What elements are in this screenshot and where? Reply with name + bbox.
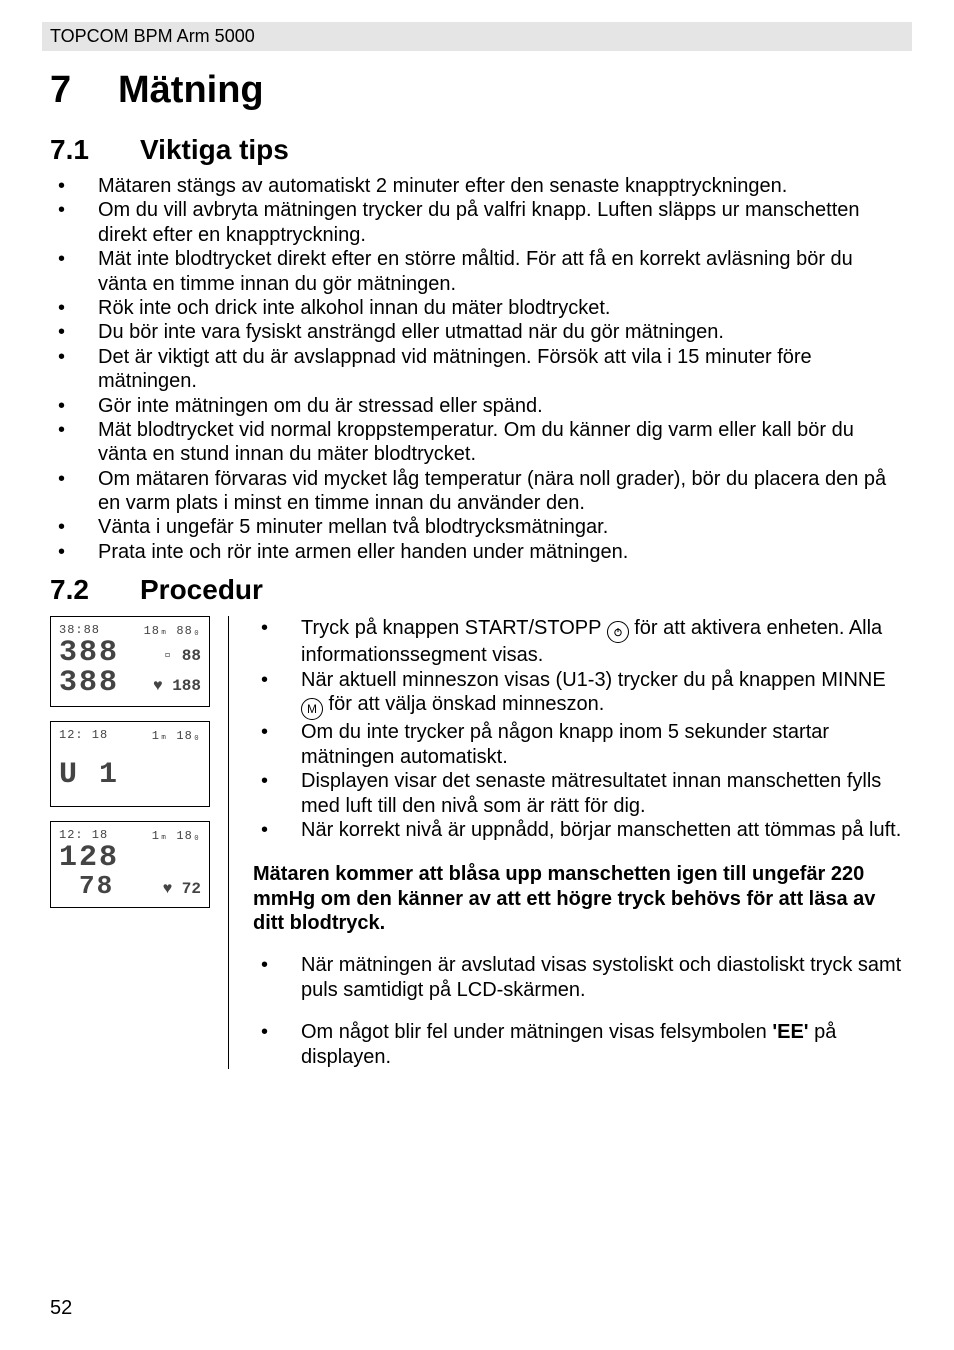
error-code: 'EE' xyxy=(772,1021,808,1043)
vertical-divider xyxy=(228,616,229,1069)
lcd-mem-icon: ▫ 88 xyxy=(163,647,201,665)
list-item: Rök inte och drick inte alkohol innan du… xyxy=(50,296,904,320)
subsection-number: 7.2 xyxy=(50,574,140,606)
tips-list: Mätaren stängs av automatiskt 2 minuter … xyxy=(50,174,904,564)
subsection-number: 7.1 xyxy=(50,134,140,166)
lcd-box-result: 12: 18 1ₘ 18₀ 128 78 ♥ 72 xyxy=(50,821,210,908)
product-name: TOPCOM BPM Arm 5000 xyxy=(50,26,255,46)
list-item: Mät blodtrycket vid normal kroppstempera… xyxy=(50,418,904,467)
list-item: Om du vill avbryta mätningen trycker du … xyxy=(50,198,904,247)
list-item: Du bör inte vara fysiskt ansträngd eller… xyxy=(50,320,904,344)
lcd-illustrations: 38:88 18ₘ 88₀ 388 ▫ 88 388 ♥ 188 12: 18 … xyxy=(50,616,210,1069)
lcd-date: 1ₘ 18₀ xyxy=(152,728,201,743)
subsection-title: Procedur xyxy=(140,574,263,605)
list-item: När aktuell minneszon visas (U1-3) tryck… xyxy=(253,668,904,721)
list-item: När mätningen är avslutad visas systolis… xyxy=(253,953,904,1002)
lcd-sys: 128 xyxy=(59,843,201,873)
list-item: Tryck på knappen START/STOPP för att akt… xyxy=(253,616,904,667)
lcd-dia: 388 xyxy=(59,668,119,698)
memory-icon: M xyxy=(301,698,323,720)
lcd-zone: U 1 xyxy=(59,760,201,790)
list-item: Prata inte och rör inte armen eller hand… xyxy=(50,540,904,564)
lcd-time: 12: 18 xyxy=(59,728,108,743)
list-item: Om mätaren förvaras vid mycket låg tempe… xyxy=(50,467,904,516)
page-number: 52 xyxy=(50,1297,72,1320)
list-item: Det är viktigt att du är avslappnad vid … xyxy=(50,345,904,394)
list-item: Mätaren stängs av automatiskt 2 minuter … xyxy=(50,174,904,198)
lcd-sys: 388 xyxy=(59,638,119,668)
section-number: 7 xyxy=(50,69,118,112)
lcd-box-memory-zone: 12: 18 1ₘ 18₀ U 1 xyxy=(50,721,210,807)
list-item: Vänta i ungefär 5 minuter mellan två blo… xyxy=(50,515,904,539)
procedure-steps-2: När mätningen är avslutad visas systolis… xyxy=(253,953,904,1069)
power-icon xyxy=(607,621,629,643)
bold-note: Mätaren kommer att blåsa upp manschetten… xyxy=(253,862,904,935)
list-item: Om något blir fel under mätningen visas … xyxy=(253,1020,904,1069)
list-item: Gör inte mätningen om du är stressad ell… xyxy=(50,394,904,418)
procedure-layout: 38:88 18ₘ 88₀ 388 ▫ 88 388 ♥ 188 12: 18 … xyxy=(50,616,904,1069)
procedure-steps-1: Tryck på knappen START/STOPP för att akt… xyxy=(253,616,904,842)
page-header: TOPCOM BPM Arm 5000 xyxy=(42,22,912,51)
lcd-pulse: 72 xyxy=(182,880,201,898)
lcd-date: 1ₘ 18₀ xyxy=(152,828,201,843)
subsection-heading: 7.2Procedur xyxy=(50,574,904,606)
list-item: Mät inte blodtrycket direkt efter en stö… xyxy=(50,247,904,296)
lcd-box-all-segments: 38:88 18ₘ 88₀ 388 ▫ 88 388 ♥ 188 xyxy=(50,616,210,707)
section-title: Mätning xyxy=(118,69,264,111)
list-item: Displayen visar det senaste mätresultate… xyxy=(253,769,904,818)
list-item: Om du inte trycker på någon knapp inom 5… xyxy=(253,720,904,769)
procedure-text: Tryck på knappen START/STOPP för att akt… xyxy=(253,616,904,1069)
section-heading: 7Mätning xyxy=(50,69,904,112)
subsection-title: Viktiga tips xyxy=(140,134,289,165)
subsection-heading: 7.1Viktiga tips xyxy=(50,134,904,166)
heart-icon: ♥ xyxy=(163,880,173,898)
lcd-date: 18ₘ 88₀ xyxy=(144,623,201,638)
lcd-pulse: ♥ 188 xyxy=(153,677,201,695)
lcd-dia: 78 xyxy=(79,873,114,899)
list-item: När korrekt nivå är uppnådd, börjar mans… xyxy=(253,818,904,842)
